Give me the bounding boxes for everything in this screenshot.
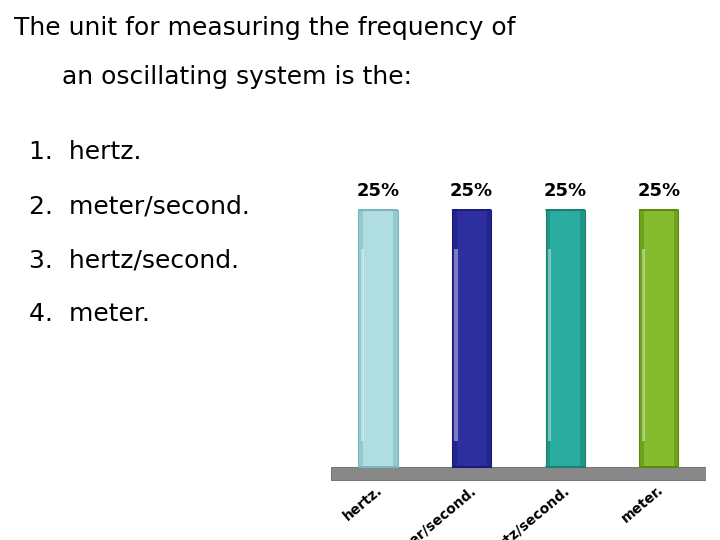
Bar [359, 210, 363, 467]
Text: meter.: meter. [618, 483, 666, 526]
Bar [642, 248, 645, 441]
Text: meter/second.: meter/second. [384, 483, 479, 540]
Bar [393, 210, 397, 467]
Text: 25%: 25% [450, 183, 493, 200]
Bar [546, 210, 550, 467]
Text: 1.  hertz.: 1. hertz. [29, 140, 141, 164]
Bar [454, 248, 458, 441]
Bar [361, 248, 364, 441]
Text: 25%: 25% [356, 183, 400, 200]
Text: hertz.: hertz. [341, 483, 385, 523]
Bar [674, 210, 678, 467]
Bar [452, 210, 456, 467]
Bar [331, 467, 706, 480]
Bar [487, 210, 491, 467]
Text: 25%: 25% [637, 183, 680, 200]
Text: 25%: 25% [544, 183, 587, 200]
Text: 4.  meter.: 4. meter. [29, 302, 150, 326]
Bar [548, 248, 552, 441]
Text: 2.  meter/second.: 2. meter/second. [29, 194, 250, 218]
Bar [546, 210, 585, 467]
Bar [639, 210, 644, 467]
Bar [580, 210, 585, 467]
Text: an oscillating system is the:: an oscillating system is the: [14, 65, 413, 89]
Text: hertz/second.: hertz/second. [482, 483, 572, 540]
Bar [452, 210, 491, 467]
Bar [359, 210, 397, 467]
Text: 3.  hertz/second.: 3. hertz/second. [29, 248, 239, 272]
Bar [639, 210, 678, 467]
Text: The unit for measuring the frequency of: The unit for measuring the frequency of [14, 16, 516, 40]
